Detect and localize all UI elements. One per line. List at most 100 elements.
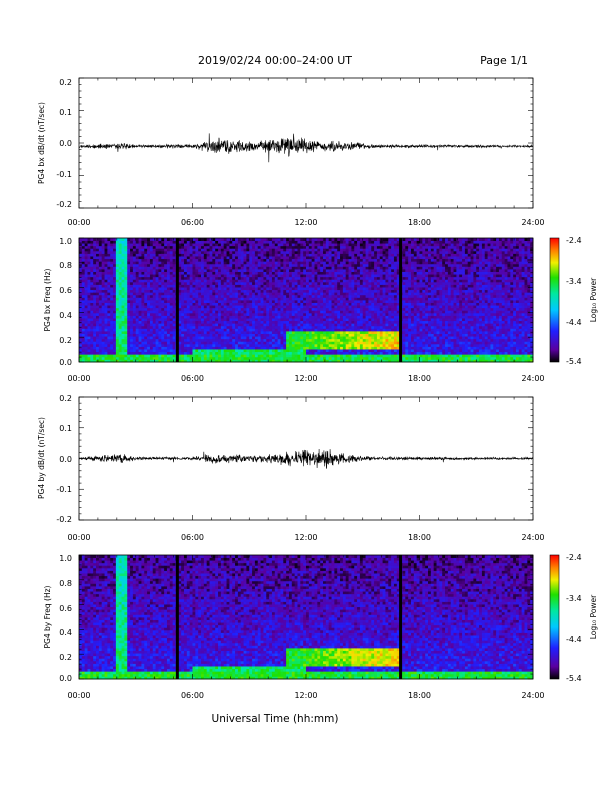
spectrogram-cell <box>294 302 298 306</box>
spectrogram-cell <box>201 318 205 322</box>
spectrogram-cell <box>149 292 154 296</box>
spectrogram-cell <box>220 256 225 260</box>
spectrogram-cell <box>155 302 159 306</box>
spectrogram-cell <box>317 302 321 306</box>
spectrogram-cell <box>232 256 236 260</box>
spectrogram-cell <box>334 261 338 265</box>
spectrogram-cell <box>169 328 174 332</box>
spectrogram-cell <box>87 243 91 247</box>
spectrogram-cell <box>328 253 332 257</box>
spectrogram-cell <box>354 240 358 244</box>
spectrogram-cell <box>215 292 219 296</box>
spectrogram-cell <box>314 238 318 241</box>
spectrogram-cell <box>98 346 103 350</box>
spectrogram-cell <box>212 354 216 358</box>
spectrogram-cell <box>317 266 321 270</box>
spectrogram-cell <box>229 269 233 272</box>
spectrogram-cell <box>198 253 202 257</box>
spectrogram-cell <box>118 279 122 283</box>
spectrogram-cell <box>186 256 191 260</box>
spectrogram-cell <box>186 305 191 309</box>
spectrogram-cell <box>212 359 216 363</box>
spectrogram-cell <box>141 240 145 244</box>
spectrogram-cell <box>186 323 191 327</box>
spectrogram-cell <box>303 333 307 337</box>
spectrogram-cell <box>212 300 216 303</box>
spectrogram-cell <box>203 331 208 334</box>
spectrogram-cell <box>90 279 94 283</box>
spectrogram-cell <box>135 266 139 270</box>
spectrogram-cell <box>303 281 307 285</box>
spectrogram-cell <box>121 300 125 303</box>
spectrogram-cell <box>152 336 157 340</box>
spectrogram-cell <box>223 276 227 280</box>
spectrogram-cell <box>215 281 219 285</box>
spectrogram-cell <box>342 292 347 296</box>
spectrogram-cell <box>283 287 287 291</box>
spectrogram-cell <box>320 276 324 280</box>
spectrogram-cell <box>195 269 199 272</box>
spectrogram-cell <box>121 318 125 322</box>
spectrogram-cell <box>249 333 253 337</box>
spectrogram-cell <box>266 289 270 293</box>
spectrogram-cell <box>328 312 332 316</box>
spectrogram-cell <box>93 307 97 311</box>
spectrogram-cell <box>172 315 176 319</box>
spectrogram-cell <box>166 346 171 350</box>
spectrogram-cell <box>130 271 134 275</box>
spectrogram-cell <box>90 305 94 309</box>
spectrogram-cell <box>260 351 264 355</box>
spectrogram-cell <box>115 318 120 322</box>
spectrogram-cell <box>98 261 103 265</box>
spectrogram-cell <box>155 238 159 241</box>
spectrogram-cell <box>351 284 355 288</box>
spectrogram-cell <box>340 256 344 260</box>
spectrogram-cell <box>288 274 293 278</box>
spectrogram-cell <box>271 315 276 319</box>
spectrogram-cell <box>334 258 338 262</box>
spectrogram-cell <box>87 289 91 293</box>
spectrogram-cell <box>189 323 193 327</box>
spectrogram-cell <box>229 281 233 285</box>
spectrogram-cell <box>113 256 117 260</box>
spectrogram-cell <box>365 338 369 342</box>
spectrogram-cell <box>243 333 247 337</box>
spectrogram-cell <box>294 274 298 278</box>
x-tick-label: 06:00 <box>181 218 204 227</box>
spectrogram-cell <box>252 297 256 301</box>
spectrogram-cell <box>237 294 242 298</box>
spectrogram-cell <box>101 351 105 355</box>
spectrogram-cell <box>189 271 193 275</box>
spectrogram-cell <box>84 359 88 363</box>
spectrogram-cell <box>144 294 148 298</box>
spectrogram-cell <box>149 359 154 363</box>
spectrogram-cell <box>311 281 315 285</box>
spectrogram-cell <box>113 338 117 342</box>
spectrogram-cell <box>257 349 261 353</box>
spectrogram-cell <box>223 331 227 334</box>
spectrogram-cell <box>317 346 321 350</box>
spectrogram-cell <box>308 271 313 275</box>
spectrogram-cell <box>271 310 276 314</box>
spectrogram-cell <box>178 297 182 301</box>
spectrogram-cell <box>257 354 261 358</box>
spectrogram-cell <box>147 343 151 347</box>
spectrogram-cell <box>323 256 327 260</box>
spectrogram-cell <box>286 346 290 350</box>
spectrogram-cell <box>288 323 293 327</box>
spectrogram-cell <box>149 297 154 301</box>
spectrogram-cell <box>121 320 125 324</box>
spectrogram-cell <box>81 356 86 360</box>
spectrogram-cell <box>308 243 313 247</box>
spectrogram-cell <box>334 359 338 363</box>
spectrogram-cell <box>306 323 310 327</box>
spectrogram-cell <box>161 245 165 249</box>
header-page: Page 1/1 <box>480 54 528 67</box>
spectrogram-cell <box>96 271 100 275</box>
spectrogram-cell <box>186 292 191 296</box>
spectrogram-cell <box>96 333 100 337</box>
spectrogram-cell <box>161 312 165 316</box>
spectrogram-cell <box>169 307 174 311</box>
spectrogram-cell <box>266 318 270 322</box>
spectrogram-cell <box>359 276 364 280</box>
